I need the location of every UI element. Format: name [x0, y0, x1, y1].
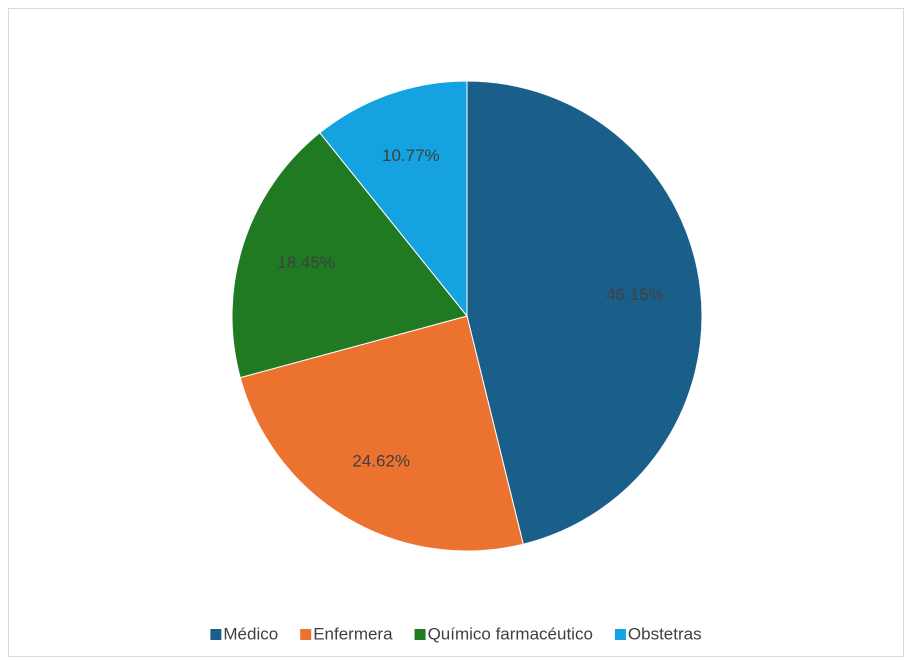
data-label: 24.62% — [352, 451, 410, 470]
legend-label: Químico farmacéutico — [428, 624, 593, 643]
pie-slice — [239, 315, 524, 552]
legend-label: Enfermera — [313, 624, 393, 643]
legend-label: Médico — [223, 624, 278, 643]
legend-swatch — [614, 629, 626, 640]
data-label: 10.77% — [382, 146, 440, 165]
legend-swatch — [300, 629, 312, 640]
legend-swatch — [414, 629, 426, 640]
pie-slice — [319, 80, 468, 318]
data-label: 18.45% — [277, 253, 335, 272]
legend-label: Obstetras — [628, 624, 702, 643]
legend-swatch — [210, 629, 222, 640]
pie-slice — [466, 80, 703, 545]
data-label: 46.15% — [606, 285, 664, 304]
pie-slice — [231, 132, 468, 379]
